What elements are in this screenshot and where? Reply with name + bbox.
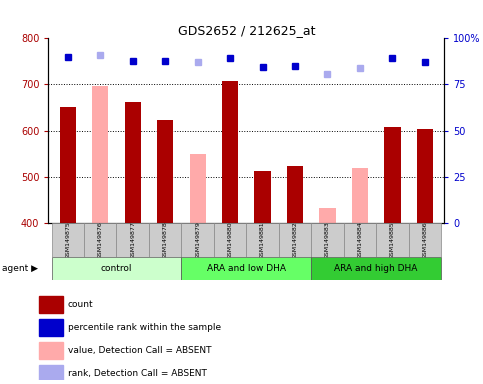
Text: GSM149880: GSM149880 xyxy=(227,221,233,259)
Bar xyxy=(384,127,400,223)
Bar xyxy=(189,154,206,223)
Bar xyxy=(214,223,246,257)
Text: GSM149879: GSM149879 xyxy=(195,221,200,259)
Bar xyxy=(52,257,182,280)
Bar xyxy=(352,168,368,223)
Text: GSM149884: GSM149884 xyxy=(357,221,362,259)
Bar xyxy=(39,319,63,336)
Text: count: count xyxy=(68,300,93,309)
Text: GSM149883: GSM149883 xyxy=(325,221,330,259)
Bar xyxy=(84,223,116,257)
Bar xyxy=(255,171,270,223)
Bar xyxy=(344,223,376,257)
Text: ARA and low DHA: ARA and low DHA xyxy=(207,264,286,273)
Text: ARA and high DHA: ARA and high DHA xyxy=(335,264,418,273)
Bar xyxy=(287,166,303,223)
Bar xyxy=(311,223,344,257)
Text: agent ▶: agent ▶ xyxy=(2,264,39,273)
Bar xyxy=(52,223,84,257)
Text: GSM149885: GSM149885 xyxy=(390,221,395,259)
Bar xyxy=(60,107,76,223)
Bar xyxy=(182,223,214,257)
Text: GSM149882: GSM149882 xyxy=(293,221,298,259)
Bar xyxy=(116,223,149,257)
Bar xyxy=(279,223,311,257)
Title: GDS2652 / 212625_at: GDS2652 / 212625_at xyxy=(178,24,315,37)
Bar xyxy=(39,296,63,313)
Bar xyxy=(222,81,238,223)
Text: control: control xyxy=(101,264,132,273)
Text: GSM149877: GSM149877 xyxy=(130,221,135,259)
Text: GSM149876: GSM149876 xyxy=(98,221,103,259)
Bar xyxy=(39,366,63,382)
Text: percentile rank within the sample: percentile rank within the sample xyxy=(68,323,221,332)
Text: GSM149886: GSM149886 xyxy=(422,221,427,259)
Text: rank, Detection Call = ABSENT: rank, Detection Call = ABSENT xyxy=(68,369,207,378)
Bar xyxy=(125,102,141,223)
Bar xyxy=(182,257,311,280)
Bar xyxy=(149,223,182,257)
Bar xyxy=(39,343,63,359)
Bar xyxy=(311,257,441,280)
Bar xyxy=(376,223,409,257)
Text: GSM149878: GSM149878 xyxy=(163,221,168,259)
Bar xyxy=(246,223,279,257)
Text: GSM149875: GSM149875 xyxy=(65,221,71,259)
Bar xyxy=(417,129,433,223)
Bar xyxy=(92,86,108,223)
Text: GSM149881: GSM149881 xyxy=(260,221,265,259)
Bar xyxy=(157,119,173,223)
Bar xyxy=(409,223,441,257)
Bar xyxy=(319,208,336,223)
Text: value, Detection Call = ABSENT: value, Detection Call = ABSENT xyxy=(68,346,211,355)
